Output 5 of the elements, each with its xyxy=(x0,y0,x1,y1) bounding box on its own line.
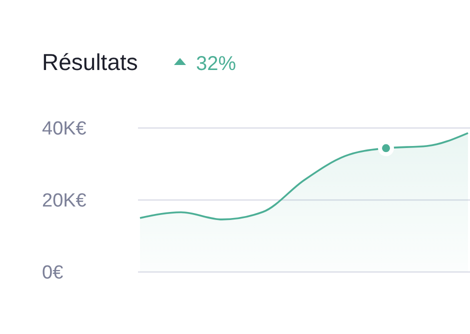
y-tick-label: 40K€ xyxy=(42,118,87,140)
chart-subtitle: 32% xyxy=(196,53,236,75)
y-tick-label: 0€ xyxy=(42,262,64,284)
y-tick-label: 20K€ xyxy=(42,190,87,212)
chart-title: Résultats xyxy=(42,49,138,75)
